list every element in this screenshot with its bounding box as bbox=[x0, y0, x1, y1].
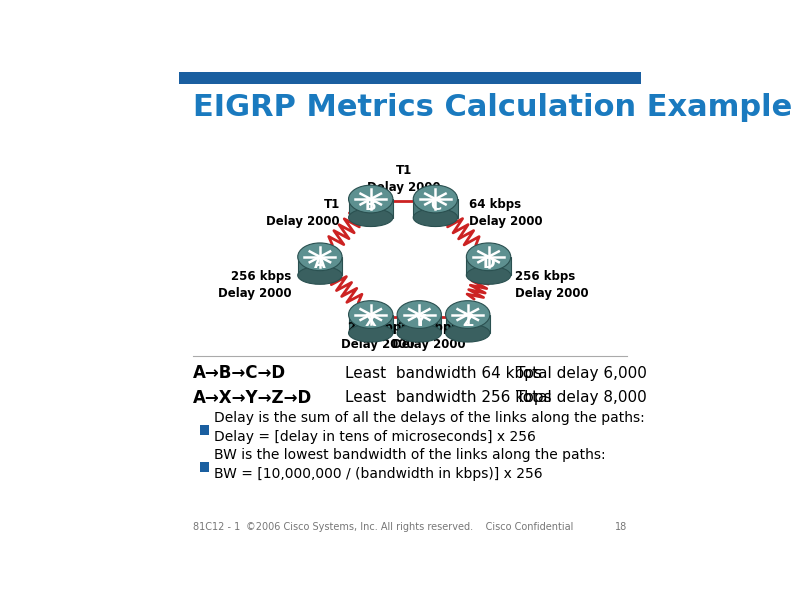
Text: BW is the lowest bandwidth of the links along the paths:
BW = [10,000,000 / (ban: BW is the lowest bandwidth of the links … bbox=[214, 448, 606, 481]
Polygon shape bbox=[446, 314, 490, 333]
Text: 64 kbps
Delay 2000: 64 kbps Delay 2000 bbox=[469, 198, 542, 228]
Polygon shape bbox=[397, 314, 442, 333]
Ellipse shape bbox=[466, 243, 510, 271]
Text: X: X bbox=[365, 314, 377, 329]
Text: 256 kbps
Delay 2000: 256 kbps Delay 2000 bbox=[392, 321, 466, 351]
Text: T1
Delay 2000: T1 Delay 2000 bbox=[266, 198, 340, 228]
Polygon shape bbox=[414, 199, 458, 218]
Text: 18: 18 bbox=[615, 522, 627, 532]
Ellipse shape bbox=[414, 185, 458, 213]
Text: A→X→Y→Z→D: A→X→Y→Z→D bbox=[193, 389, 312, 407]
Text: B: B bbox=[365, 198, 377, 213]
Bar bbox=[179, 72, 641, 83]
Ellipse shape bbox=[446, 324, 490, 342]
Text: EIGRP Metrics Calculation Example: EIGRP Metrics Calculation Example bbox=[193, 93, 792, 122]
Ellipse shape bbox=[466, 266, 510, 284]
Text: 256 kbps
Delay 2000: 256 kbps Delay 2000 bbox=[515, 269, 589, 299]
Text: Delay is the sum of all the delays of the links along the paths:
Delay = [delay : Delay is the sum of all the delays of th… bbox=[214, 411, 645, 445]
Text: Least  bandwidth 64 kbps: Least bandwidth 64 kbps bbox=[346, 366, 542, 381]
Text: 81C12 - 1: 81C12 - 1 bbox=[193, 522, 240, 532]
Polygon shape bbox=[349, 199, 393, 218]
Text: 256 kbps
Delay 2000: 256 kbps Delay 2000 bbox=[341, 321, 414, 351]
Ellipse shape bbox=[349, 301, 393, 328]
Ellipse shape bbox=[397, 324, 442, 342]
Text: T1
Delay 2000: T1 Delay 2000 bbox=[367, 164, 441, 194]
Text: ©2006 Cisco Systems, Inc. All rights reserved.    Cisco Confidential: ©2006 Cisco Systems, Inc. All rights res… bbox=[246, 522, 574, 532]
Ellipse shape bbox=[298, 243, 342, 271]
Text: A→B→C→D: A→B→C→D bbox=[193, 364, 286, 382]
Text: A: A bbox=[314, 256, 326, 271]
Text: Total delay 6,000: Total delay 6,000 bbox=[516, 366, 647, 381]
Bar bbox=[200, 425, 209, 434]
Ellipse shape bbox=[414, 209, 458, 227]
Ellipse shape bbox=[349, 324, 393, 342]
Ellipse shape bbox=[397, 301, 442, 328]
Text: Total delay 8,000: Total delay 8,000 bbox=[516, 390, 647, 405]
Polygon shape bbox=[298, 257, 342, 275]
Text: C: C bbox=[430, 198, 441, 213]
Text: D: D bbox=[482, 256, 495, 271]
Text: Y: Y bbox=[414, 314, 425, 329]
Text: Least  bandwidth 256 kbps: Least bandwidth 256 kbps bbox=[346, 390, 552, 405]
Ellipse shape bbox=[298, 266, 342, 284]
Ellipse shape bbox=[446, 301, 490, 328]
Polygon shape bbox=[349, 314, 393, 333]
Bar bbox=[200, 463, 209, 472]
Text: Z: Z bbox=[462, 314, 474, 329]
Text: 256 kbps
Delay 2000: 256 kbps Delay 2000 bbox=[218, 269, 292, 299]
Ellipse shape bbox=[349, 209, 393, 227]
Polygon shape bbox=[466, 257, 510, 275]
Ellipse shape bbox=[349, 185, 393, 213]
